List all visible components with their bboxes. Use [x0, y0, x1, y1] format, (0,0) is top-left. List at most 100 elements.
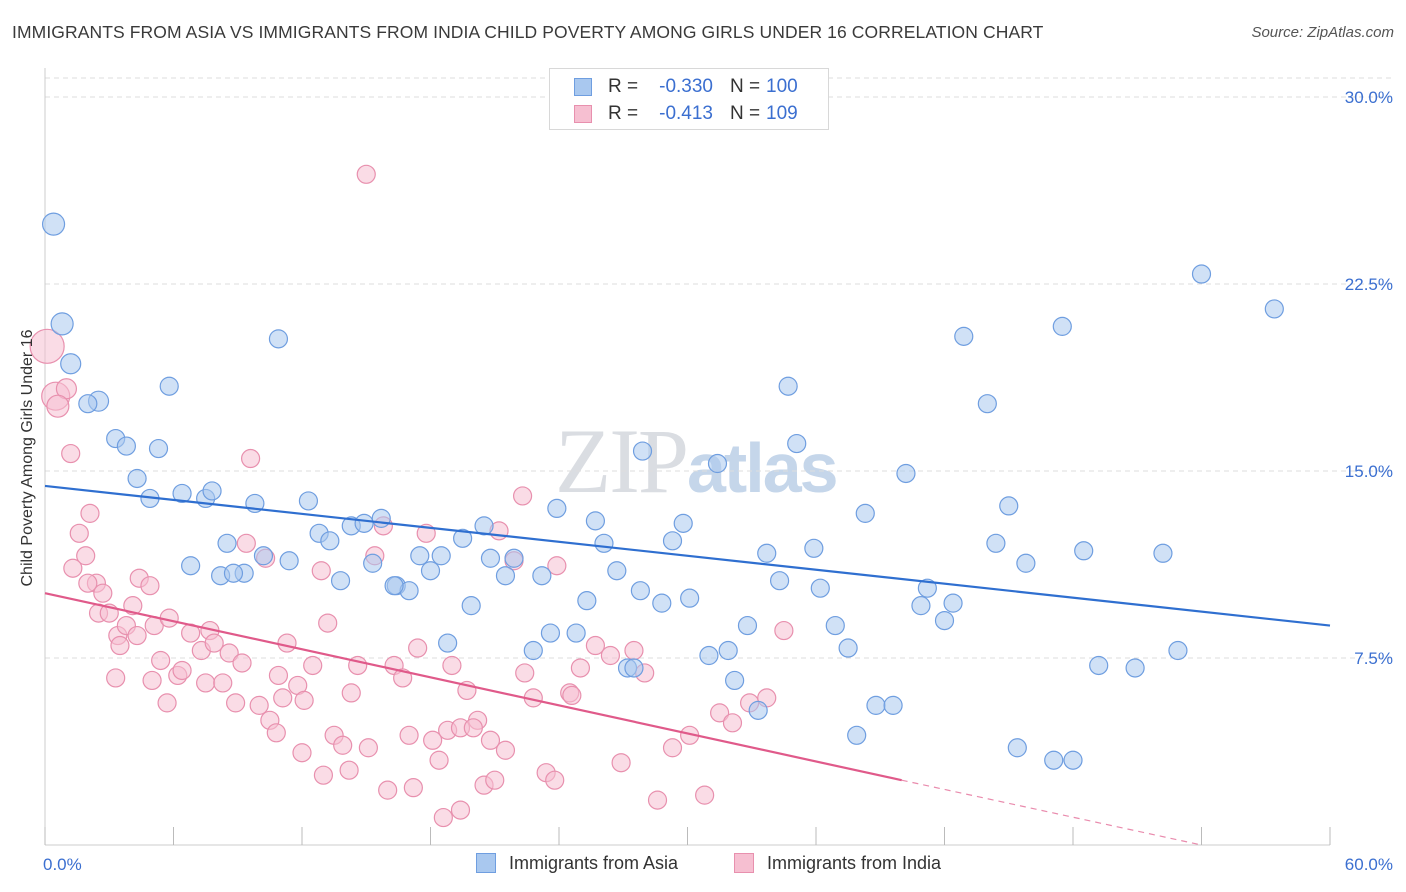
asia-point [632, 441, 653, 461]
asia-point [523, 640, 543, 661]
asia-point [431, 546, 451, 566]
asia-point [699, 645, 719, 666]
asia-point [78, 394, 98, 414]
india-point [450, 800, 471, 820]
asia-point [420, 561, 441, 581]
asia-point [804, 538, 824, 558]
asia-point [1007, 738, 1027, 758]
asia-point [999, 496, 1019, 516]
asia-point [279, 551, 299, 571]
asia-point [532, 566, 552, 586]
asia-point [223, 563, 244, 583]
india-point [69, 523, 89, 543]
asia-point [707, 453, 728, 474]
asia-point [41, 212, 66, 236]
asia-point [1063, 750, 1083, 770]
india-point [277, 633, 297, 653]
india-point [29, 328, 65, 364]
asia-point [986, 533, 1006, 553]
india-point [695, 785, 715, 805]
asia-point [181, 556, 201, 576]
asia-point [1052, 316, 1072, 336]
india-point [356, 164, 376, 184]
asia-point [1264, 299, 1284, 319]
india-point [662, 738, 683, 758]
india-point [241, 448, 261, 469]
asia-point [787, 433, 807, 454]
asia-swatch [574, 78, 592, 96]
asia-point [896, 463, 916, 484]
asia-point [116, 436, 136, 456]
india-swatch [574, 105, 592, 123]
x-tick-label-min: 0.0% [43, 855, 82, 874]
india-point [480, 730, 501, 750]
asia-point [737, 615, 758, 636]
asia-point [371, 508, 391, 528]
india-point [774, 620, 794, 641]
india-point [76, 546, 96, 566]
india-point [512, 486, 533, 506]
asia-point [1168, 640, 1188, 661]
india-point [463, 718, 483, 738]
india-point [611, 753, 631, 773]
legend-label-asia: Immigrants from Asia [509, 853, 679, 873]
india-point [358, 738, 378, 758]
x-tick-label-max: 60.0% [1345, 855, 1393, 874]
y-tick-label: 15.0% [1345, 462, 1393, 481]
asia-point [320, 531, 340, 551]
asia-point [268, 329, 289, 349]
india-point [339, 760, 359, 780]
y-tick-label: 30.0% [1345, 88, 1393, 107]
asia-point [911, 596, 931, 616]
india-point [303, 655, 323, 676]
india-point [495, 740, 516, 760]
asia-point [977, 394, 997, 414]
asia-legend-swatch [476, 853, 496, 873]
india-point [142, 670, 162, 691]
asia-point [50, 312, 74, 336]
asia-point [934, 610, 955, 631]
asia-point [453, 528, 473, 548]
axes [44, 68, 1331, 846]
legend-label-india: Immigrants from India [767, 853, 942, 873]
asia-point [624, 658, 644, 678]
india-point [292, 743, 312, 763]
asia-point [577, 591, 597, 611]
asia-point [217, 533, 237, 553]
asia-point [461, 596, 481, 616]
india-point [585, 635, 606, 656]
india-legend-swatch [734, 853, 754, 873]
india-point [273, 688, 293, 708]
asia-point [825, 615, 845, 636]
india-point [236, 533, 256, 553]
asia-point [253, 546, 274, 566]
india-point [318, 613, 338, 633]
asia-point [1016, 553, 1036, 573]
india-point [333, 735, 353, 755]
asia-point [384, 576, 404, 596]
asia-point [1089, 655, 1109, 676]
asia-point [725, 670, 745, 691]
asia-point [778, 376, 798, 396]
asia-point [540, 623, 561, 643]
india-point [63, 558, 83, 578]
india-point [433, 807, 453, 828]
asia-point [748, 700, 768, 720]
asia-point [547, 498, 567, 518]
asia-point [673, 513, 693, 533]
india-point [78, 573, 98, 593]
india-point [313, 765, 334, 785]
india-point [249, 695, 269, 715]
y-axis-label: Child Poverty Among Girls Under 16 [19, 329, 36, 587]
asia-point [943, 593, 963, 613]
india-point [429, 750, 449, 770]
asia-point [630, 581, 650, 601]
asia-point [594, 533, 614, 553]
india-point [545, 770, 565, 790]
asia-point [566, 623, 586, 643]
india-point [106, 668, 126, 688]
india-point [710, 703, 730, 723]
india-point [110, 635, 130, 656]
india-point [140, 576, 160, 596]
